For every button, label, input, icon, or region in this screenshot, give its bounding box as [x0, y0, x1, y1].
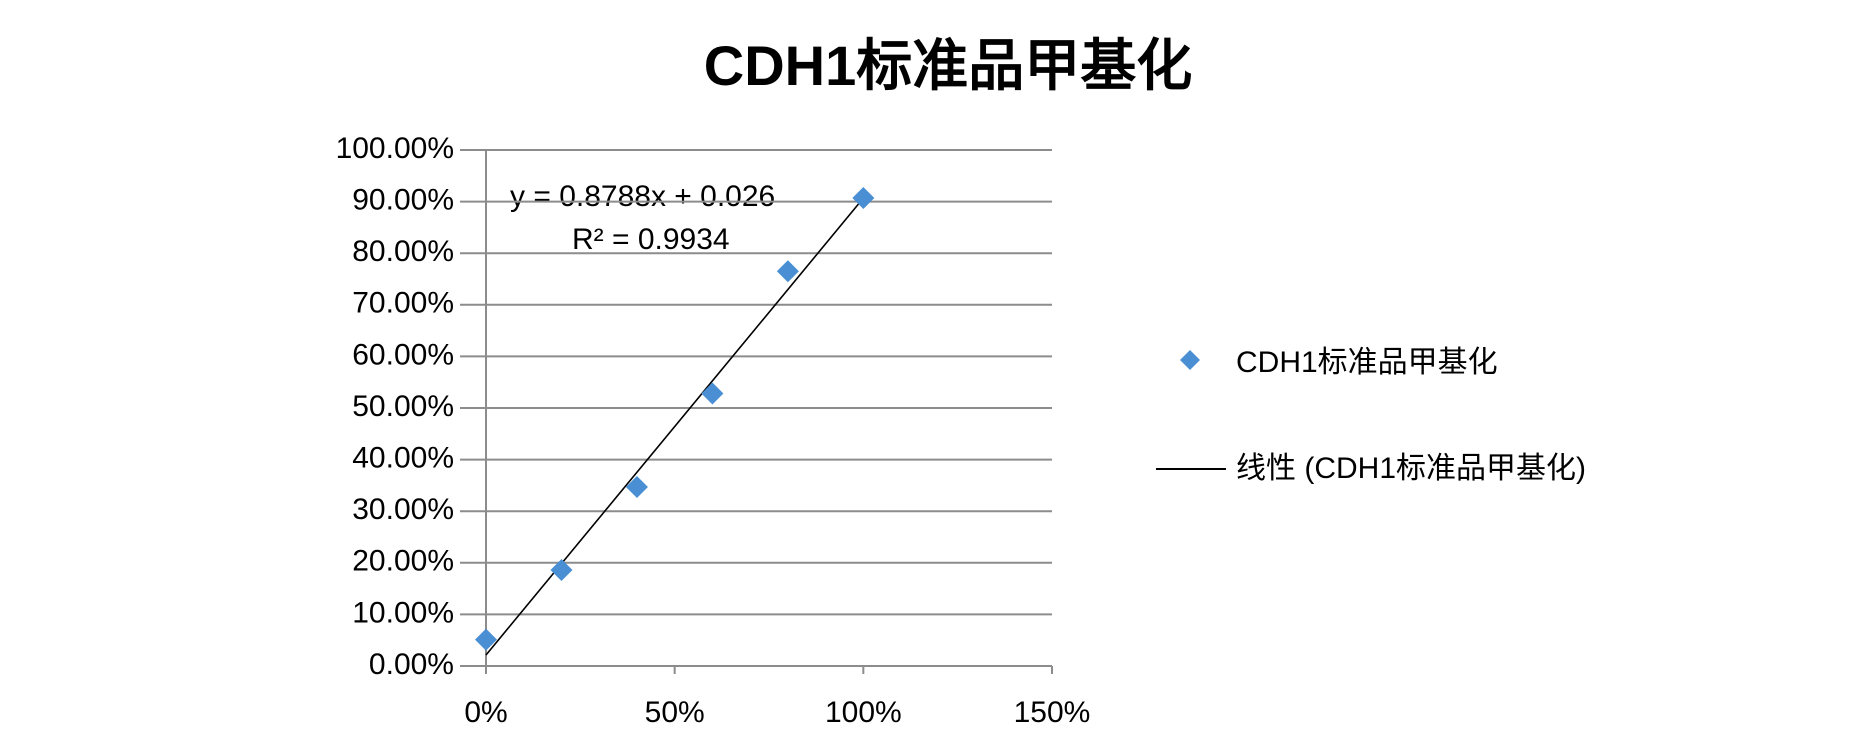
legend-trendline: 线性 (CDH1标准品甲基化) [1236, 452, 1586, 485]
y-tick-label: 100.00% [336, 132, 454, 165]
x-tick-label: 50% [645, 696, 705, 729]
y-tick-label: 20.00% [352, 545, 454, 578]
point [475, 628, 497, 651]
y-tick-label: 40.00% [352, 442, 454, 475]
point [550, 559, 573, 582]
y-tick-label: 50.00% [352, 390, 454, 423]
chart-title: CDH1标准品甲基化 [704, 34, 1192, 97]
y-tick-label: 0.00% [369, 648, 454, 681]
y-tick-label: 30.00% [352, 493, 454, 526]
y-tick-label: 90.00% [352, 184, 454, 217]
legend-marker [1180, 350, 1200, 370]
x-tick-label: 0% [464, 696, 507, 729]
point [625, 475, 648, 498]
point [776, 260, 799, 283]
trend-equation: y = 0.8788x + 0.026 [510, 180, 775, 213]
y-tick-label: 60.00% [352, 338, 454, 371]
point [852, 186, 875, 209]
x-tick-label: 100% [825, 696, 902, 729]
y-tick-label: 70.00% [352, 287, 454, 320]
point [701, 382, 724, 405]
trendline [485, 197, 864, 656]
legend-series: CDH1标准品甲基化 [1236, 346, 1498, 379]
trend-r2: R² = 0.9934 [572, 223, 730, 256]
y-tick-label: 10.00% [352, 596, 454, 629]
x-tick-label: 150% [1014, 696, 1091, 729]
y-tick-label: 80.00% [352, 235, 454, 268]
